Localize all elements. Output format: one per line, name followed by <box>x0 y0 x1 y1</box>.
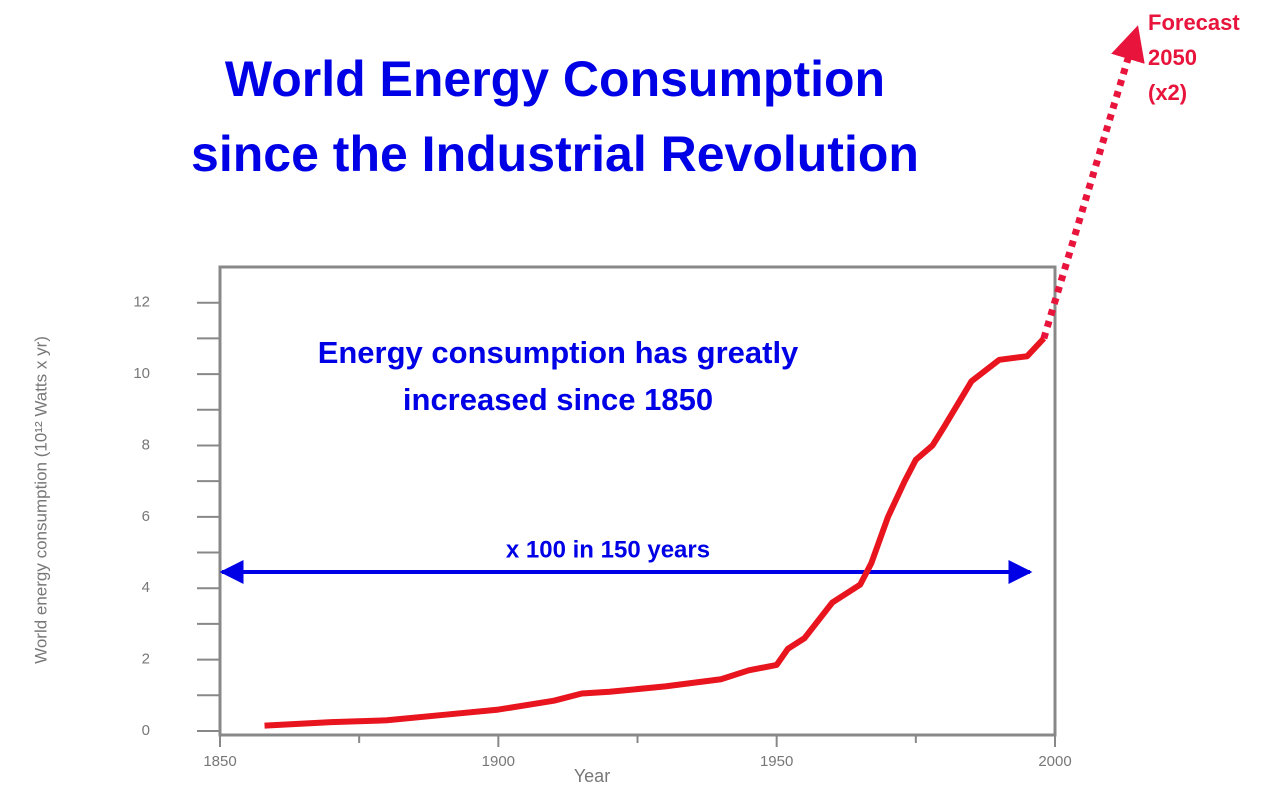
x-axis-label: Year <box>574 766 610 786</box>
annotation: increased since 1850 <box>403 382 713 417</box>
chart-title: since the Industrial Revolution <box>191 126 919 182</box>
annotation: Forecast <box>1148 10 1240 35</box>
y-tick-label: 12 <box>133 294 150 311</box>
data-line <box>264 336 1047 729</box>
y-tick-label: 2 <box>142 651 150 668</box>
y-tick-label: 8 <box>142 436 150 453</box>
chart-title: World Energy Consumption <box>225 51 885 107</box>
y-tick-label: 10 <box>133 365 150 382</box>
x-tick-label: 1950 <box>760 753 793 770</box>
annotation: (x2) <box>1148 80 1187 105</box>
annotation: 2050 <box>1148 45 1197 70</box>
forecast-arrow <box>1040 25 1145 340</box>
y-axis-label: World energy consumption (10¹² Watts x y… <box>31 336 50 664</box>
y-tick-label: 6 <box>142 508 150 525</box>
x-tick-label: 2000 <box>1038 753 1071 770</box>
annotation: Energy consumption has greatly <box>318 335 799 370</box>
y-tick-label: 0 <box>142 722 150 739</box>
annotation: x 100 in 150 years <box>506 536 710 563</box>
x-tick-label: 1850 <box>203 753 236 770</box>
y-tick-label: 4 <box>142 579 150 596</box>
x-tick-label: 1900 <box>482 753 515 770</box>
